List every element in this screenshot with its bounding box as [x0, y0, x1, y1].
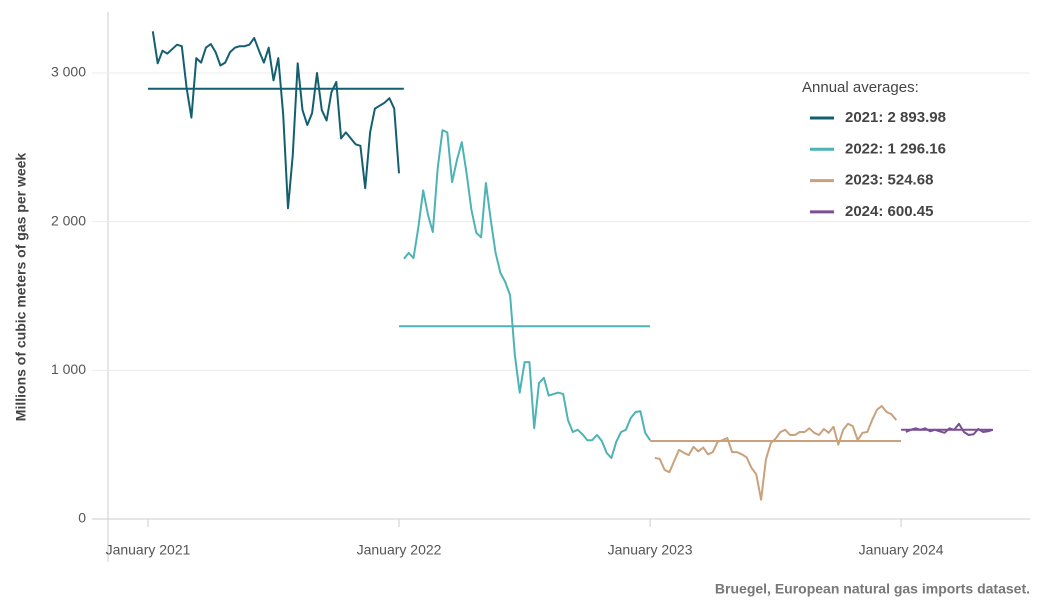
series-line [403, 129, 651, 459]
legend-label: 2023: 524.68 [845, 172, 933, 189]
series-line [151, 31, 400, 210]
legend-label: 2022: 1 296.16 [845, 140, 946, 157]
x-tick-label: January 2021 [106, 542, 191, 558]
legend-title: Annual averages: [802, 79, 919, 96]
series-line [654, 405, 898, 501]
x-tick-label: January 2022 [357, 542, 442, 558]
source: Bruegel, European natural gas imports da… [715, 581, 1030, 597]
y-axis-label: Millions of cubic meters of gas per week [13, 153, 29, 422]
legend-label: 2021: 2 893.98 [845, 109, 946, 126]
x-tick-label: January 2023 [608, 542, 693, 558]
y-tick-label: 2 000 [51, 212, 86, 228]
y-tick-label: 0 [78, 510, 86, 526]
y-tick-label: 1 000 [51, 361, 86, 377]
legend-label: 2024: 600.45 [845, 203, 933, 220]
y-tick-label: 3 000 [51, 64, 86, 80]
x-tick-label: January 2024 [859, 542, 944, 558]
